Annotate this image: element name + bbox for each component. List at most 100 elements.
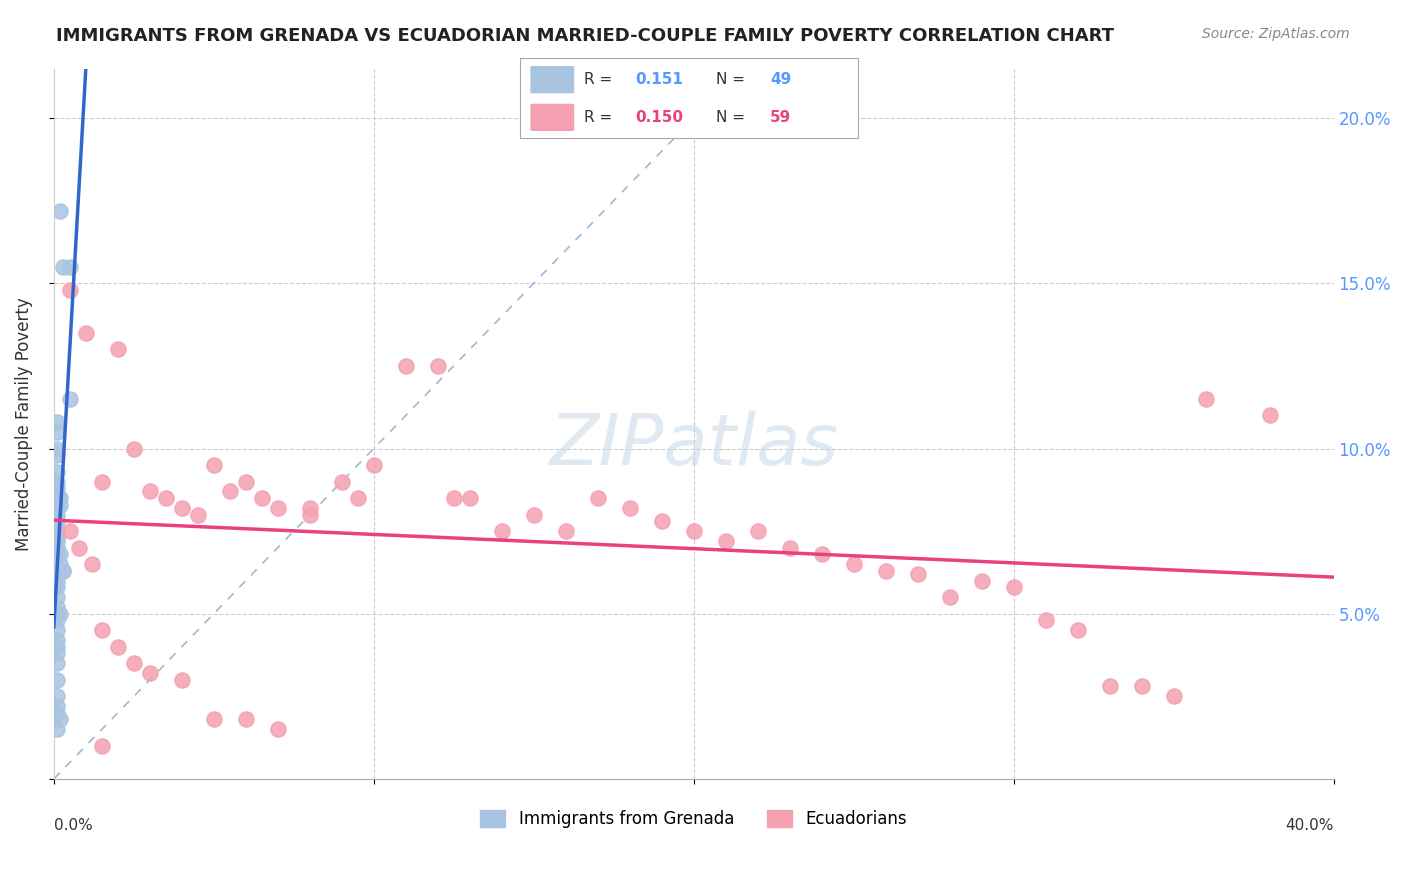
- Point: [90, 624, 112, 638]
- Point: [714, 534, 737, 549]
- Point: [46, 541, 69, 555]
- Point: [1035, 613, 1057, 627]
- Point: [52, 564, 75, 578]
- Point: [75, 326, 97, 340]
- Point: [235, 475, 257, 489]
- Point: [523, 508, 546, 522]
- Point: [59, 524, 82, 538]
- Point: [122, 657, 145, 671]
- Point: [46, 534, 69, 549]
- Point: [139, 484, 162, 499]
- Text: R =: R =: [585, 110, 617, 125]
- Text: Source: ZipAtlas.com: Source: ZipAtlas.com: [1202, 27, 1350, 41]
- Point: [970, 574, 993, 588]
- Point: [938, 590, 960, 604]
- Point: [907, 567, 929, 582]
- Text: N =: N =: [716, 72, 749, 87]
- Point: [46, 624, 69, 638]
- Point: [155, 491, 177, 505]
- Point: [52, 260, 75, 274]
- Point: [298, 508, 321, 522]
- Point: [46, 600, 69, 615]
- Point: [1195, 392, 1218, 406]
- Point: [46, 541, 69, 555]
- Point: [458, 491, 481, 505]
- Point: [49, 203, 72, 218]
- Point: [46, 500, 69, 515]
- FancyBboxPatch shape: [530, 103, 574, 131]
- Point: [107, 640, 129, 654]
- Text: 40.0%: 40.0%: [1285, 818, 1334, 833]
- FancyBboxPatch shape: [530, 66, 574, 94]
- Text: IMMIGRANTS FROM GRENADA VS ECUADORIAN MARRIED-COUPLE FAMILY POVERTY CORRELATION : IMMIGRANTS FROM GRENADA VS ECUADORIAN MA…: [56, 27, 1114, 45]
- Point: [46, 590, 69, 604]
- Point: [330, 475, 353, 489]
- Point: [90, 475, 112, 489]
- Point: [46, 613, 69, 627]
- Point: [46, 723, 69, 737]
- Point: [46, 442, 69, 456]
- Point: [170, 500, 193, 515]
- Point: [426, 359, 449, 373]
- Legend: Immigrants from Grenada, Ecuadorians: Immigrants from Grenada, Ecuadorians: [474, 803, 914, 835]
- Point: [49, 547, 72, 561]
- Point: [46, 415, 69, 429]
- Point: [1258, 409, 1281, 423]
- Point: [46, 547, 69, 561]
- Point: [46, 706, 69, 720]
- Point: [250, 491, 273, 505]
- Point: [187, 508, 209, 522]
- Point: [46, 524, 69, 538]
- Point: [46, 425, 69, 439]
- Point: [46, 657, 69, 671]
- Point: [267, 723, 290, 737]
- Point: [59, 392, 82, 406]
- Point: [46, 475, 69, 489]
- Point: [202, 458, 225, 472]
- Point: [52, 564, 75, 578]
- Point: [1002, 580, 1025, 594]
- Point: [875, 564, 897, 578]
- Point: [346, 491, 368, 505]
- Point: [46, 541, 69, 555]
- Point: [46, 646, 69, 660]
- Point: [491, 524, 513, 538]
- Point: [122, 442, 145, 456]
- Point: [90, 739, 112, 753]
- Point: [842, 557, 865, 571]
- Text: 0.150: 0.150: [636, 110, 683, 125]
- Text: 49: 49: [770, 72, 792, 87]
- Point: [443, 491, 465, 505]
- Point: [46, 524, 69, 538]
- Text: N =: N =: [716, 110, 749, 125]
- Point: [298, 500, 321, 515]
- Point: [46, 514, 69, 528]
- Point: [46, 488, 69, 502]
- Point: [107, 343, 129, 357]
- Text: 59: 59: [770, 110, 792, 125]
- Point: [67, 541, 90, 555]
- Y-axis label: Married-Couple Family Poverty: Married-Couple Family Poverty: [15, 297, 32, 550]
- Point: [46, 547, 69, 561]
- Point: [46, 567, 69, 582]
- Text: 0.0%: 0.0%: [53, 818, 93, 833]
- Text: R =: R =: [585, 72, 617, 87]
- Point: [810, 547, 832, 561]
- Point: [1163, 690, 1185, 704]
- Point: [1098, 680, 1121, 694]
- Point: [747, 524, 769, 538]
- Point: [46, 481, 69, 495]
- Point: [46, 690, 69, 704]
- Point: [170, 673, 193, 687]
- Point: [46, 640, 69, 654]
- Point: [49, 491, 72, 505]
- Point: [586, 491, 609, 505]
- Point: [46, 633, 69, 648]
- Point: [46, 673, 69, 687]
- Point: [267, 500, 290, 515]
- Point: [46, 448, 69, 462]
- Point: [49, 713, 72, 727]
- Point: [49, 557, 72, 571]
- Point: [46, 508, 69, 522]
- Point: [46, 574, 69, 588]
